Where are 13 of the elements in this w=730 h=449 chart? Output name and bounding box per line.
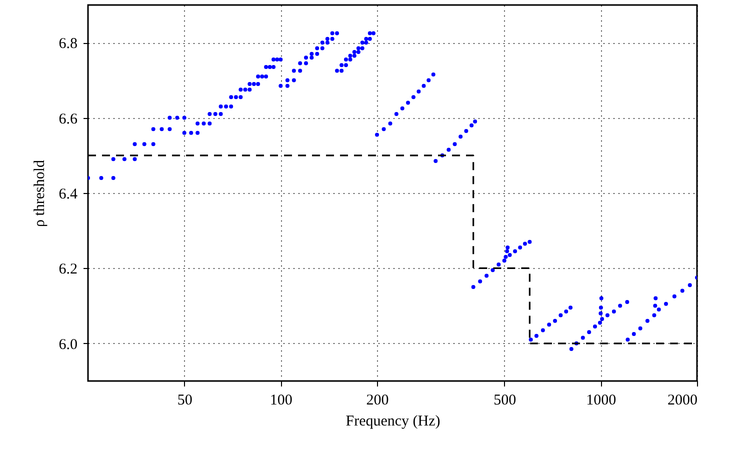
y-tick-label: 6.8 <box>58 36 78 52</box>
x-axis-title: Frequency (Hz) <box>346 414 440 430</box>
y-tick-label: 6.0 <box>58 336 78 353</box>
y-tick-label: 6.2 <box>58 262 78 278</box>
x-tick-label: 50 <box>177 392 192 408</box>
y-tick-label: 6.6 <box>58 111 78 128</box>
x-tick-label: 2000 <box>668 392 698 408</box>
x-tick-label: 1000 <box>586 392 616 408</box>
x-tick-label: 100 <box>270 392 292 408</box>
x-tick-label: 500 <box>494 392 516 408</box>
y-axis-title: ρ threshold <box>32 159 48 228</box>
x-tick-label: 200 <box>366 392 389 408</box>
y-tick-label: 6.4 <box>58 186 78 202</box>
